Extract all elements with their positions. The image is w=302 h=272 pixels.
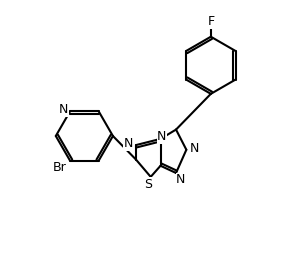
Text: N: N	[59, 103, 68, 116]
Text: N: N	[176, 173, 186, 186]
Text: N: N	[189, 142, 199, 155]
Text: F: F	[207, 15, 214, 28]
Text: S: S	[144, 178, 152, 191]
Text: Br: Br	[53, 161, 67, 174]
Text: N: N	[124, 137, 133, 150]
Text: N: N	[157, 130, 167, 143]
